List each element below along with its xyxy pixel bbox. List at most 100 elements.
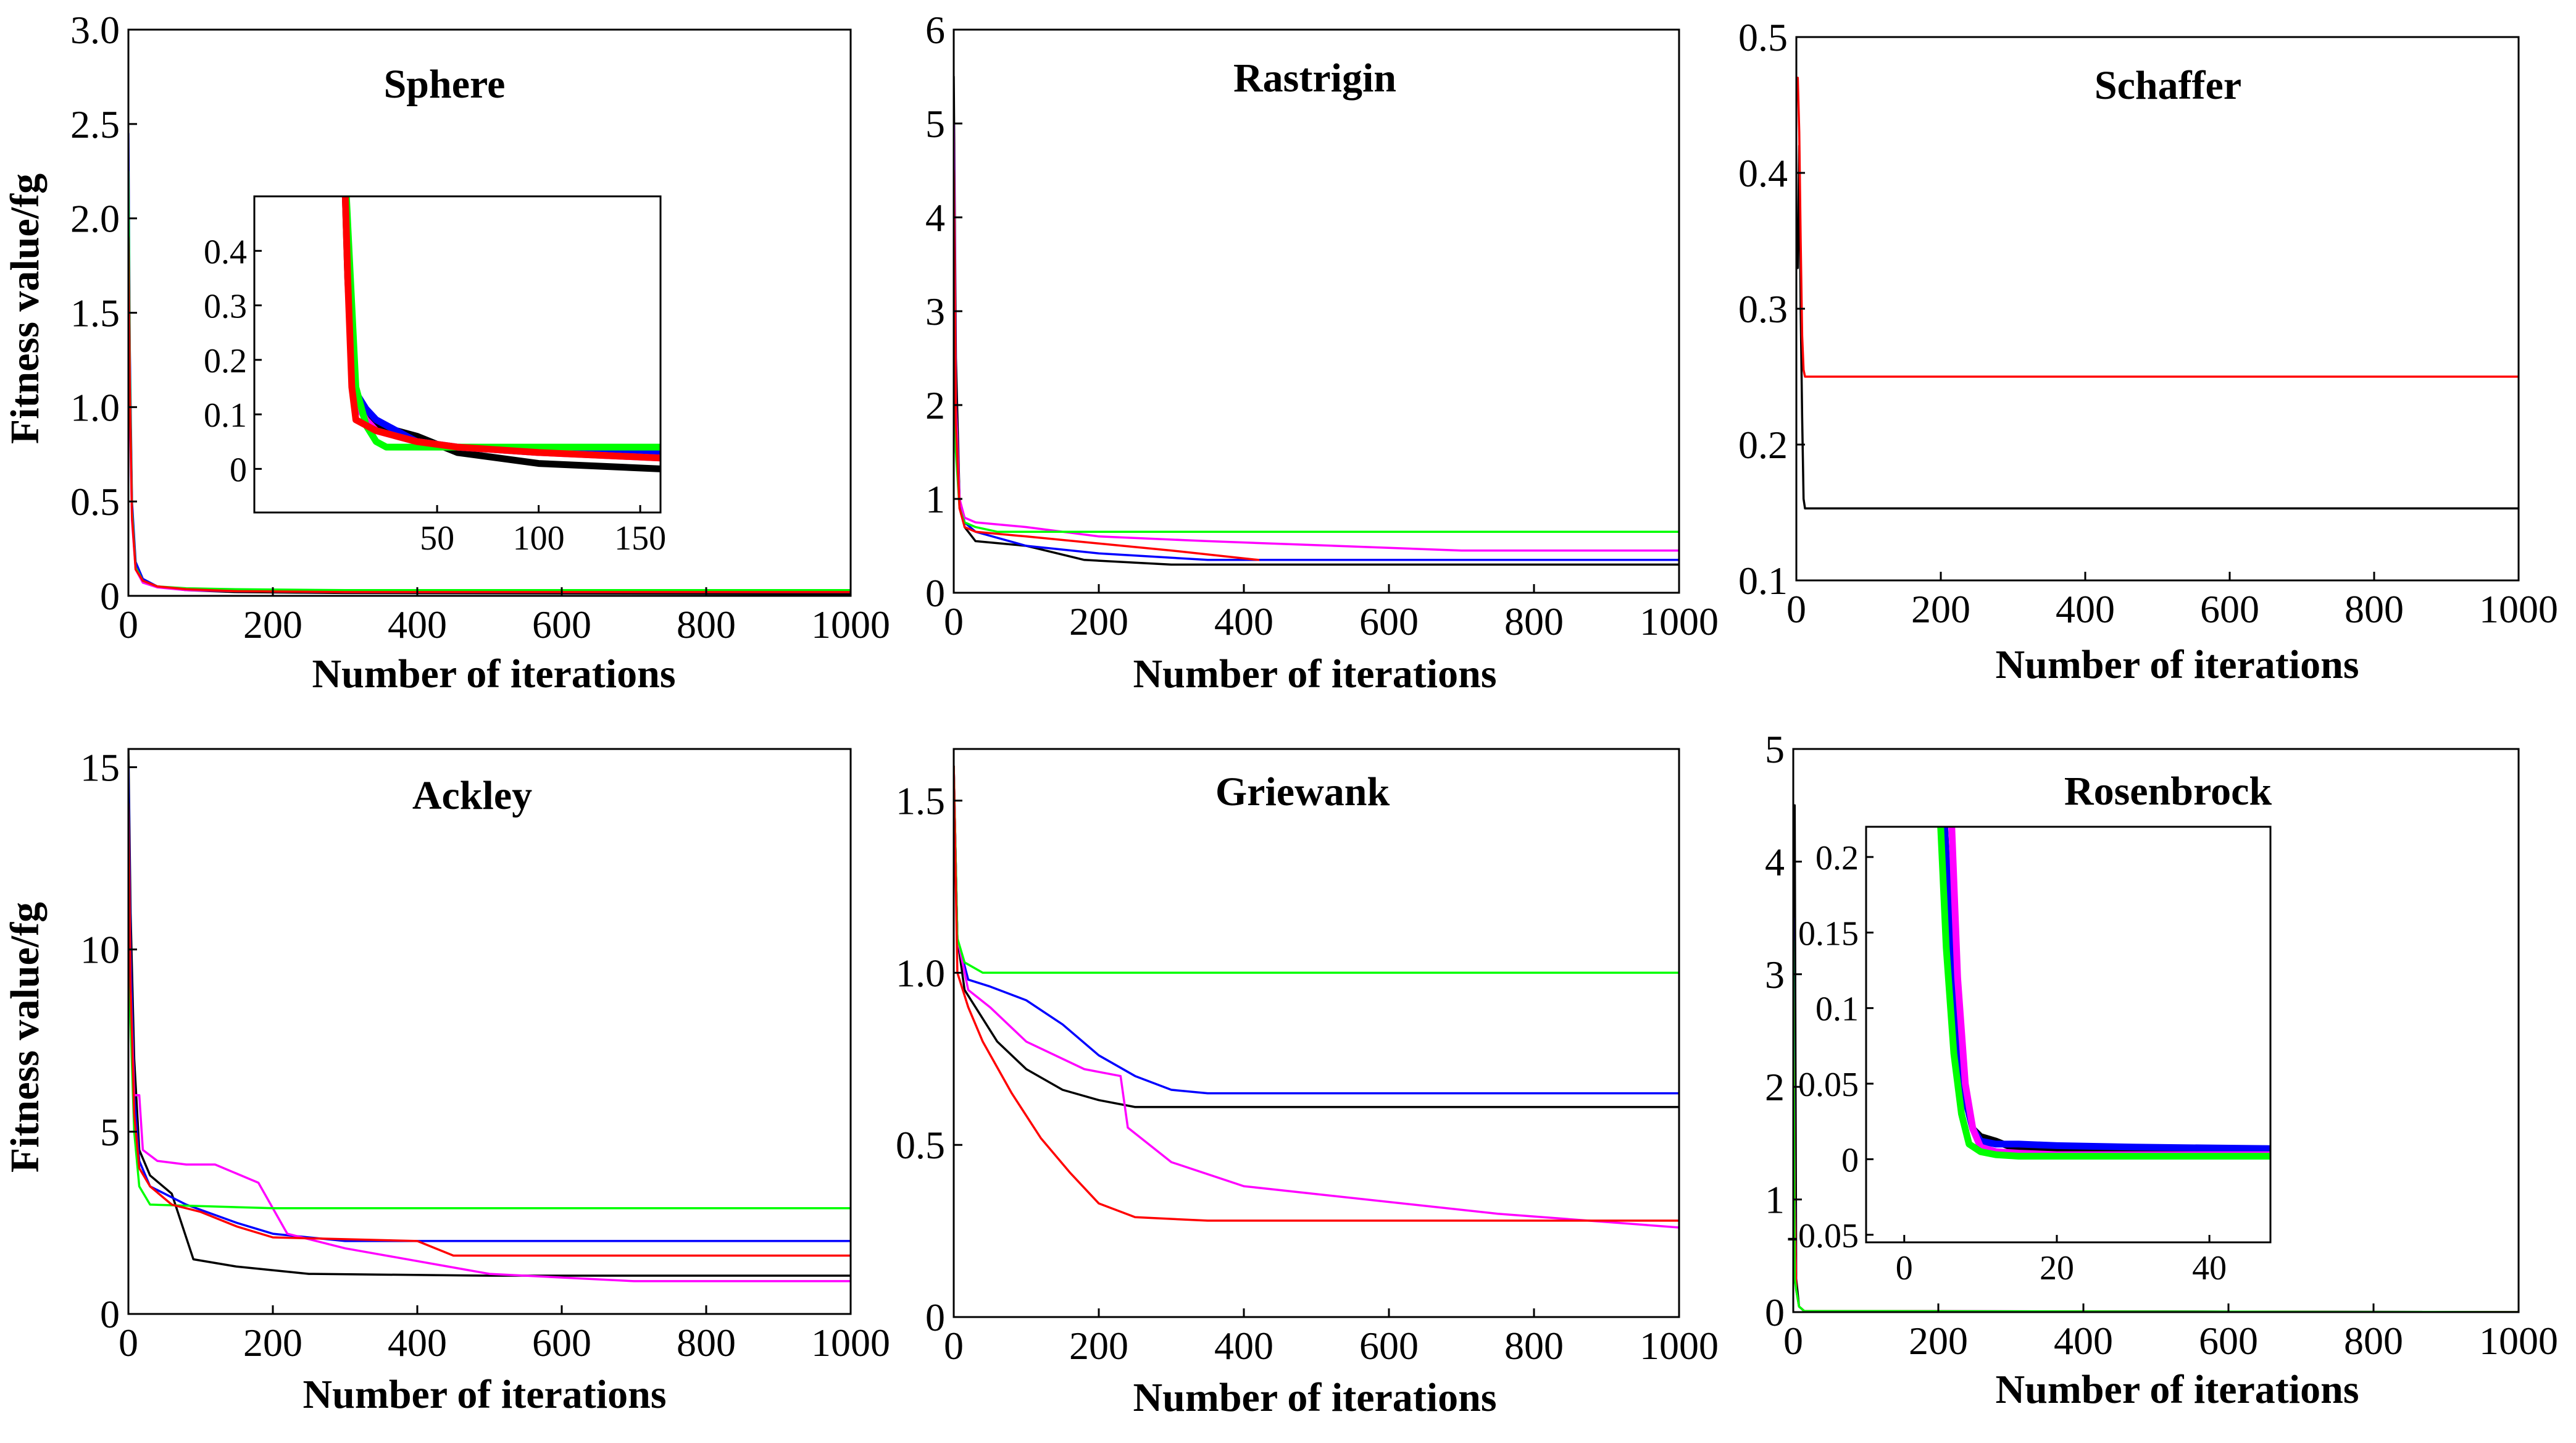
- schaffer-xtick-label: 600: [2200, 587, 2259, 631]
- sphere-xtick-label: 1000: [811, 603, 890, 646]
- ackley-title: Ackley: [412, 773, 532, 818]
- rastrigin-ytick-label: 0: [925, 571, 945, 615]
- rosenbrock-ytick-label: 1: [1765, 1178, 1785, 1222]
- panel-griewank: 0 200 400 600 800 1000 0 0.5 1.0 1.5 Griewank Numbe…: [896, 748, 1719, 1420]
- sphere-inset-xtick-label: 50: [420, 519, 454, 558]
- sphere-inset-ytick-label: 0.3: [204, 288, 247, 326]
- rastrigin-series-red: [954, 169, 1260, 561]
- sphere-inset-ytick-label: 0.2: [204, 342, 247, 380]
- sphere-xlabel: Number of iterations: [312, 651, 675, 696]
- griewank-series-red: [954, 765, 1679, 1222]
- rosenbrock-ytick-label: 0: [1765, 1290, 1785, 1334]
- schaffer-ytick-label: 0.4: [1738, 151, 1788, 195]
- griewank-ytick-label: 1.0: [896, 951, 945, 995]
- sphere-inset-ytick-label: 0: [230, 451, 247, 489]
- sphere-inset-xtick-label: 150: [614, 519, 666, 558]
- panel-ackley: 0 200 400 600 800 1000 0 5 10 15 Ackley Number of i…: [2, 746, 890, 1417]
- ackley-ytick-label: 15: [80, 746, 120, 790]
- rosenbrock-xtick-label: 200: [1909, 1319, 1968, 1363]
- ackley-series-group: [128, 749, 851, 1282]
- griewank-xtick-label: 0: [944, 1324, 964, 1368]
- rosenbrock-inset-xtick-label: 0: [1896, 1249, 1913, 1287]
- rastrigin-title: Rastrigin: [1233, 56, 1396, 101]
- rosenbrock-ytick-label: 3: [1765, 953, 1785, 997]
- ackley-xtick-label: 1000: [811, 1321, 890, 1365]
- ackley-ylabel: Fitness value/fg: [2, 902, 48, 1173]
- rosenbrock-ytick-label: 5: [1765, 727, 1785, 771]
- sphere-xtick-label: 0: [119, 603, 138, 646]
- rastrigin-ytick-label: 6: [925, 8, 945, 52]
- schaffer-xtick-label: 0: [1786, 587, 1806, 631]
- rastrigin-xtick-label: 400: [1214, 600, 1273, 643]
- panel-rosenbrock: 0 200 400 600 800 1000012345RosenbrockNumber …: [1765, 727, 2558, 1412]
- sphere-xtick-label: 600: [532, 603, 591, 646]
- ackley-series-black: [128, 749, 851, 1277]
- sphere-ytick-label: 1.0: [70, 385, 120, 429]
- griewank-xtick-label: 800: [1504, 1324, 1564, 1368]
- sphere-xtick-label: 800: [677, 603, 736, 646]
- griewank-xtick-label: 200: [1069, 1324, 1128, 1368]
- rastrigin-ytick-label: 5: [925, 102, 945, 146]
- rosenbrock-inset-ytick-label: 0.05: [1798, 1066, 1859, 1104]
- rastrigin-axes-frame: [952, 28, 1680, 594]
- sphere-ytick-label: 2.5: [70, 102, 120, 146]
- griewank-xlabel: Number of iterations: [1133, 1375, 1496, 1420]
- rastrigin-ytick-label: 2: [925, 383, 945, 427]
- rastrigin-series-blue: [954, 122, 1679, 561]
- rosenbrock-title: Rosenbrock: [2064, 769, 2272, 814]
- rastrigin-ytick-label: 4: [925, 196, 945, 240]
- rosenbrock-xtick-label: 0: [1783, 1319, 1803, 1363]
- rosenbrock-ytick-label: 2: [1765, 1065, 1785, 1109]
- rosenbrock-ytick-label: 4: [1765, 840, 1785, 884]
- ackley-series-magenta: [128, 839, 851, 1282]
- ackley-xtick-label: 0: [119, 1321, 138, 1365]
- rastrigin-series-magenta: [954, 122, 1679, 552]
- rosenbrock-xtick-label: 400: [2054, 1319, 2113, 1363]
- ackley-xlabel: Number of iterations: [302, 1372, 666, 1417]
- rosenbrock-xtick-label: 1000: [2479, 1319, 2558, 1363]
- griewank-axes-frame: [952, 748, 1680, 1318]
- schaffer-xtick-label: 400: [2056, 587, 2115, 631]
- rosenbrock-inset: 0 20 40 -0.05 0 0.05 0.1 0.15 0.2: [1786, 826, 2272, 1287]
- ackley-ytick-label: 0: [100, 1292, 120, 1336]
- schaffer-xlabel: Number of iterations: [1995, 642, 2359, 687]
- sphere-inset-series-red: [341, 196, 661, 462]
- rastrigin-ytick-label: 1: [925, 477, 945, 521]
- schaffer-series-black: [1796, 144, 2519, 510]
- rosenbrock-xlabel: Number of iterations: [1995, 1367, 2359, 1412]
- schaffer-ytick-label: 0.5: [1738, 15, 1788, 59]
- sphere-inset-frame: [253, 195, 662, 514]
- griewank-xtick-label: 400: [1214, 1324, 1273, 1368]
- sphere-inset-ytick-label: 0.4: [204, 233, 247, 271]
- ackley-xtick-label: 200: [243, 1321, 302, 1365]
- sphere-xtick-label: 400: [388, 603, 447, 646]
- rosenbrock-inset-ytick-label: -0.05: [1786, 1217, 1859, 1255]
- griewank-series-black: [954, 765, 1679, 1108]
- rastrigin-series-green: [954, 216, 1679, 533]
- ackley-series-green: [128, 875, 851, 1210]
- griewank-xtick-label: 600: [1359, 1324, 1419, 1368]
- ackley-ytick-label: 5: [100, 1110, 120, 1154]
- panel-sphere: 0 200 400 600 800 100000.51.01.52.02.53.0Sphe…: [2, 8, 890, 696]
- griewank-series-magenta: [954, 765, 1679, 1229]
- ackley-axes-frame: [127, 748, 852, 1315]
- sphere-series-red: [128, 236, 851, 593]
- schaffer-title: Schaffer: [2095, 63, 2241, 108]
- schaffer-series-red: [1796, 77, 2519, 378]
- rastrigin-xtick-label: 1000: [1640, 600, 1719, 643]
- sphere-inset-xtick-label: 100: [513, 519, 565, 558]
- ackley-ytick-label: 10: [80, 928, 120, 972]
- sphere-ytick-label: 0: [100, 574, 120, 618]
- schaffer-axes-frame: [1795, 36, 2520, 582]
- griewank-series-group: [954, 765, 1679, 1229]
- sphere-xtick-label: 200: [243, 603, 302, 646]
- rastrigin-ytick-label: 3: [925, 290, 945, 333]
- schaffer-xtick-label: 1000: [2479, 587, 2558, 631]
- rastrigin-xlabel: Number of iterations: [1133, 651, 1496, 696]
- panel-rastrigin: 0 200 400 600 800 1000 0 1 2 3 4 5 6 Rastrigin Number …: [925, 8, 1719, 696]
- griewank-ytick-label: 0.5: [896, 1123, 945, 1167]
- rastrigin-xtick-label: 200: [1069, 600, 1128, 643]
- griewank-xtick-label: 1000: [1640, 1324, 1719, 1368]
- rosenbrock-xtick-label: 600: [2199, 1319, 2258, 1363]
- sphere-ylabel: Fitness value/fg: [2, 174, 48, 444]
